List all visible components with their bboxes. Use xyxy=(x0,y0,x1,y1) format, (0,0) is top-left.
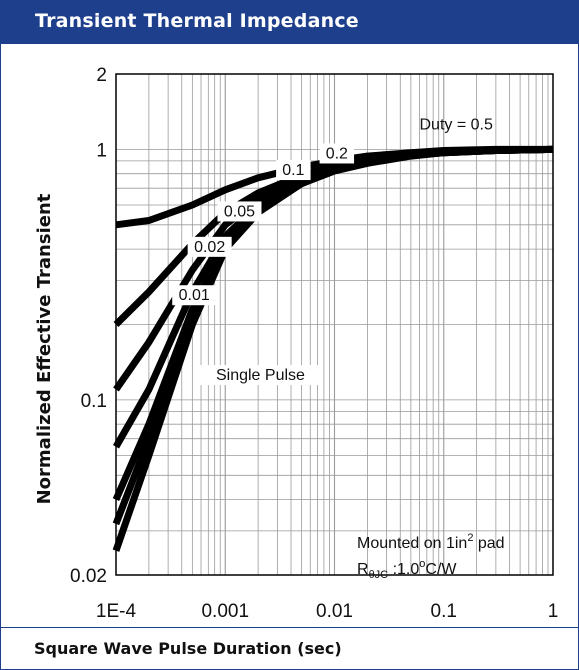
y-tick-label: 1 xyxy=(96,140,107,161)
mount-annotation: Mounted on 1in2 pad RθJC :1.0oC/W xyxy=(357,532,505,581)
y-tick-label: 2 xyxy=(96,65,107,86)
chart-title: Transient Thermal Impedance xyxy=(35,10,359,32)
curve-label: 0.02 xyxy=(194,239,225,256)
curve-labels: Duty = 0.5 0.2 0.1 0.05 0.02 0.01 Single Pulse xyxy=(172,117,493,386)
curve-label-bg xyxy=(187,236,232,257)
curve-label: 0.2 xyxy=(326,145,348,162)
curve-label-bg xyxy=(217,201,262,222)
curve-label: Single Pulse xyxy=(216,367,305,384)
x-tick-label: 0.01 xyxy=(316,601,353,622)
x-tick-label: 0.1 xyxy=(431,601,457,622)
mount-text: Mounted on 1in2 pad xyxy=(357,532,505,552)
x-tick-label: 0.001 xyxy=(201,601,249,622)
thermal-resistance-text: RθJC :1.0oC/W xyxy=(357,558,457,581)
grid-lines xyxy=(116,74,553,575)
curve-label: 0.01 xyxy=(179,287,210,304)
curve-label: 0.05 xyxy=(224,203,255,220)
curve-label: Duty = 0.5 xyxy=(420,117,493,134)
x-axis-title: Square Wave Pulse Duration (sec) xyxy=(34,639,342,658)
curve-label: 0.1 xyxy=(282,162,304,179)
x-tick-label: 1E-4 xyxy=(96,601,137,622)
tick-labels: 1E-4 0.001 0.01 0.1 1 2 1 0.1 0.02 xyxy=(70,65,558,622)
x-tick-label: 1 xyxy=(548,601,559,622)
footer-divider xyxy=(1,627,578,628)
y-axis-title: Normalized Effective Transient xyxy=(34,193,55,504)
y-tick-label: 0.1 xyxy=(81,391,107,412)
series-layer xyxy=(112,145,554,552)
y-tick-label: 0.02 xyxy=(70,566,107,587)
curve-label-bg xyxy=(200,365,321,386)
curve-label-bg xyxy=(319,143,355,164)
curve-label-bg xyxy=(172,285,217,306)
title-bar: Transient Thermal Impedance xyxy=(1,1,578,44)
curve-label-bg xyxy=(276,160,311,181)
series-line xyxy=(112,145,554,552)
